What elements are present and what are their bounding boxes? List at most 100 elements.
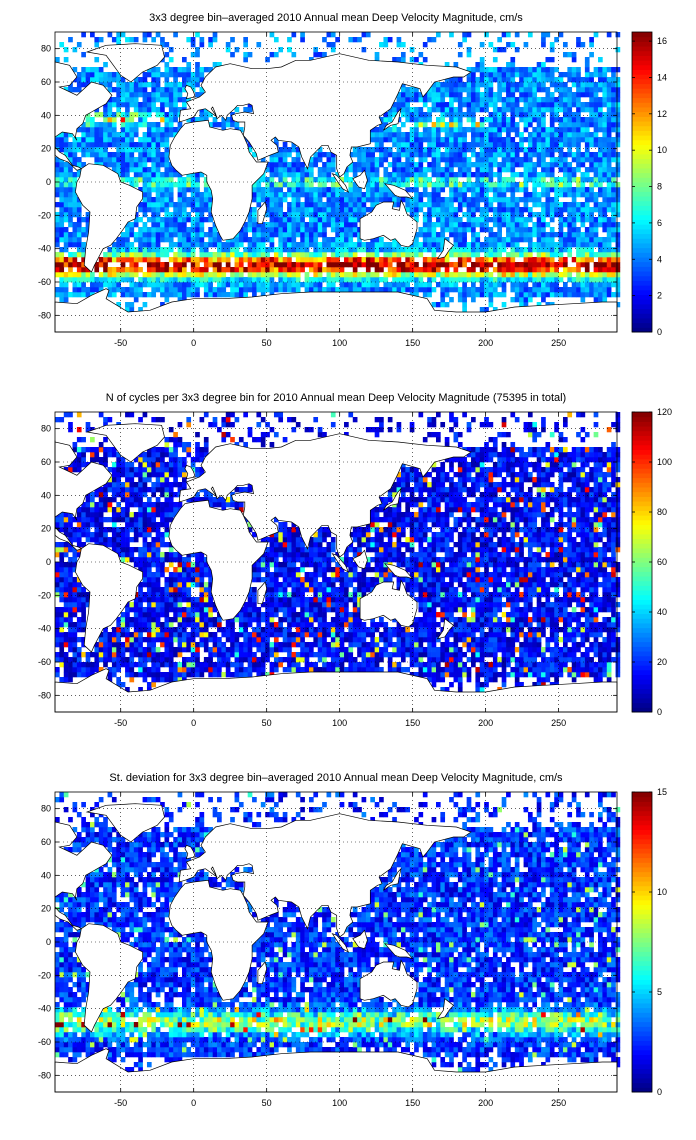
heatmap-cell xyxy=(549,237,555,243)
heatmap-cell xyxy=(68,87,73,93)
heatmap-cell xyxy=(396,137,402,143)
heatmap-cell xyxy=(431,207,437,213)
heatmap-cell xyxy=(269,202,275,208)
heatmap-cell xyxy=(63,282,69,288)
heatmap-cell xyxy=(252,237,257,243)
heatmap-cell xyxy=(527,107,533,113)
heatmap-cell xyxy=(146,267,152,273)
heatmap-cell xyxy=(427,262,432,268)
heatmap-cell xyxy=(98,137,104,143)
heatmap-cell xyxy=(466,52,472,58)
heatmap-cell xyxy=(199,217,205,223)
heatmap-cell xyxy=(160,162,165,168)
heatmap-cell xyxy=(72,187,78,193)
heatmap-cell xyxy=(444,162,450,168)
heatmap-cell xyxy=(195,117,200,123)
heatmap-cell xyxy=(536,252,542,258)
heatmap-cell xyxy=(488,67,494,73)
heatmap-cell xyxy=(510,197,516,203)
heatmap-cell xyxy=(383,272,389,278)
heatmap-cell xyxy=(462,87,467,93)
heatmap-cell xyxy=(541,227,546,233)
heatmap-cell xyxy=(160,217,165,223)
heatmap-cell xyxy=(221,277,227,283)
colorbar-segment xyxy=(632,191,652,197)
heatmap-cell xyxy=(558,252,564,258)
heatmap-cell xyxy=(107,107,113,113)
heatmap-cell xyxy=(344,217,349,223)
heatmap-cell xyxy=(501,192,507,198)
heatmap-cell xyxy=(273,167,279,173)
heatmap-cell xyxy=(606,127,612,133)
heatmap-cell xyxy=(63,467,69,473)
heatmap-cell xyxy=(562,107,568,113)
heatmap-cell xyxy=(370,147,375,153)
heatmap-cell xyxy=(339,197,345,203)
heatmap-cell xyxy=(76,427,82,433)
heatmap-cell xyxy=(111,667,117,673)
heatmap-cell xyxy=(554,112,559,118)
heatmap-cell xyxy=(72,177,78,183)
heatmap-cell xyxy=(247,267,253,273)
heatmap-cell xyxy=(361,152,367,158)
heatmap-cell xyxy=(168,272,174,278)
heatmap-cell xyxy=(453,97,459,103)
heatmap-cell xyxy=(510,247,516,253)
heatmap-cell xyxy=(567,177,573,183)
heatmap-cell xyxy=(155,97,161,103)
heatmap-cell xyxy=(580,42,586,48)
heatmap-cell xyxy=(576,147,581,153)
heatmap-cell xyxy=(418,272,424,278)
heatmap-cell xyxy=(427,92,432,98)
heatmap-cell xyxy=(466,292,472,298)
colorbar-segment xyxy=(632,97,652,103)
heatmap-cell xyxy=(182,87,187,93)
heatmap-cell xyxy=(107,132,113,138)
heatmap-cell xyxy=(177,92,183,98)
heatmap-cell xyxy=(282,147,288,153)
heatmap-cell xyxy=(400,167,406,173)
heatmap-cell xyxy=(72,162,78,168)
heatmap-cell xyxy=(173,207,178,213)
heatmap-cell xyxy=(514,127,520,133)
heatmap-cell xyxy=(475,177,481,183)
coastline xyxy=(184,84,196,100)
heatmap-cell xyxy=(541,152,546,158)
colorbar-segment xyxy=(632,214,652,220)
heatmap-cell xyxy=(370,137,375,143)
heatmap-cell xyxy=(545,77,551,83)
heatmap-cell xyxy=(322,277,327,283)
heatmap-cell xyxy=(409,167,415,173)
heatmap-cell xyxy=(361,147,367,153)
heatmap-cell xyxy=(484,137,489,143)
heatmap-cell xyxy=(111,652,117,658)
heatmap-cell xyxy=(453,132,459,138)
heatmap-cell xyxy=(243,37,248,43)
heatmap-cell xyxy=(344,207,349,213)
heatmap-cell xyxy=(155,282,161,288)
heatmap-cell xyxy=(138,107,143,113)
heatmap-cell xyxy=(111,242,117,248)
heatmap-cell xyxy=(304,277,310,283)
heatmap-cell xyxy=(396,162,402,168)
heatmap-cell xyxy=(133,77,139,83)
heatmap-cell xyxy=(427,112,432,118)
heatmap-cell xyxy=(506,42,511,48)
heatmap-cell xyxy=(400,177,406,183)
heatmap-cell xyxy=(344,177,349,183)
heatmap-cell xyxy=(479,142,485,148)
heatmap-cell xyxy=(545,142,551,148)
heatmap-cell xyxy=(444,127,450,133)
heatmap-cell xyxy=(335,252,340,258)
heatmap-cell xyxy=(602,227,608,233)
heatmap-cell xyxy=(549,97,555,103)
heatmap-cell xyxy=(138,502,143,508)
heatmap-cell xyxy=(155,152,161,158)
heatmap-cell xyxy=(453,192,459,198)
heatmap-cell xyxy=(440,172,446,178)
heatmap-cell xyxy=(247,212,253,218)
panel-cycle-count: N of cycles per 3x3 degree bin for 2010 … xyxy=(0,380,696,760)
heatmap-cell xyxy=(427,292,432,298)
heatmap-cell xyxy=(361,212,367,218)
heatmap-cell xyxy=(116,77,121,83)
